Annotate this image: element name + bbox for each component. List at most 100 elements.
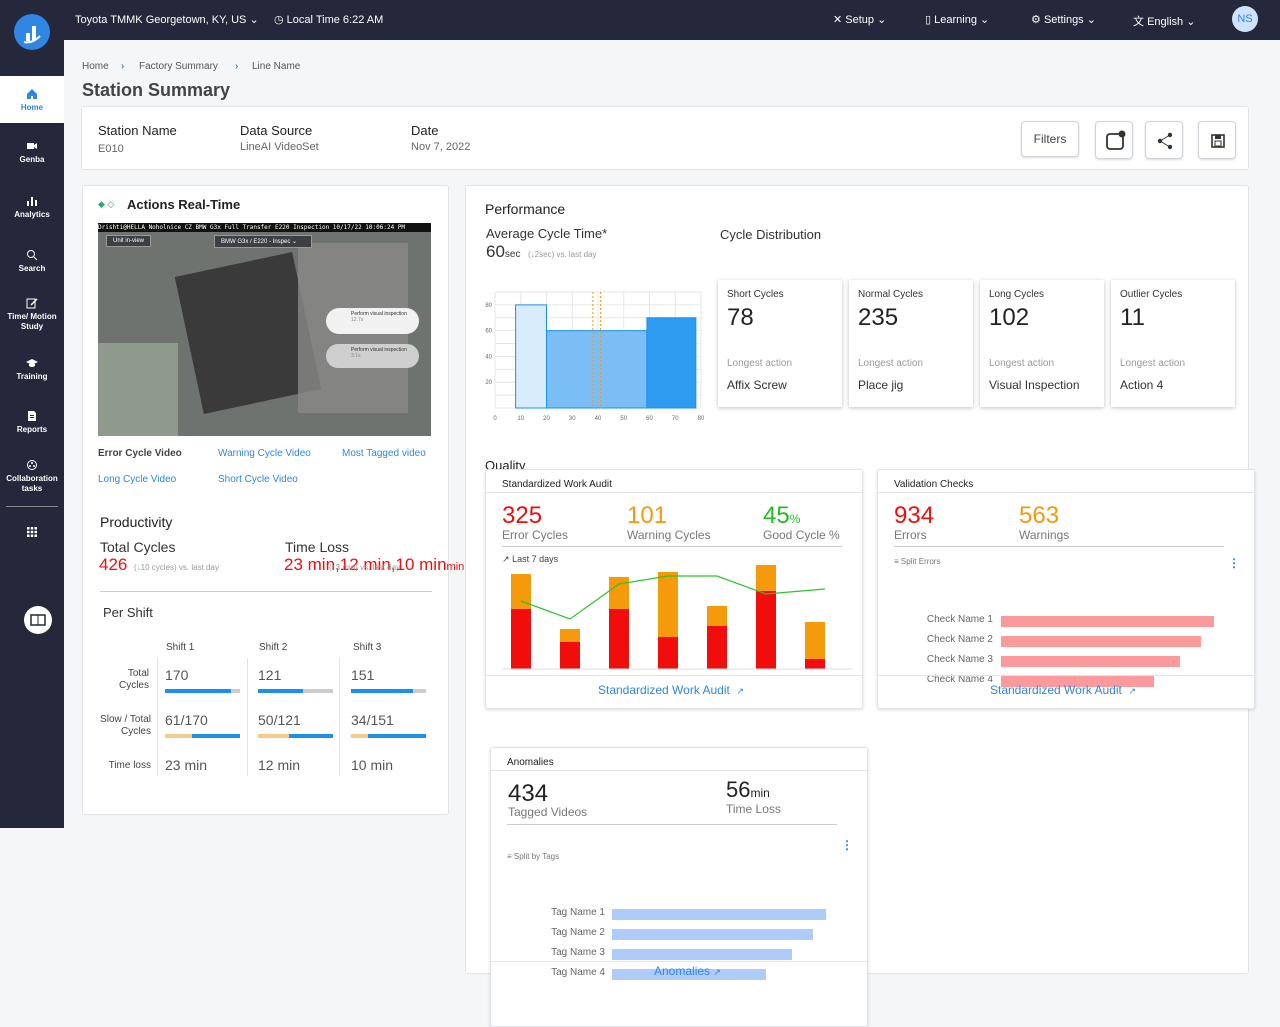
- cycle-card-sub: Longest action: [858, 358, 924, 369]
- sidebar-divider: [6, 506, 58, 507]
- shift-3-label: Shift 3: [353, 642, 382, 653]
- more-options-icon[interactable]: ⋮: [1228, 556, 1240, 570]
- realtime-video[interactable]: Drishti@HELLA Noholnice CZ BMW G3x Full …: [98, 223, 431, 436]
- cycle-card-action: Affix Screw: [727, 378, 787, 392]
- shift-slow-bar-track: [258, 734, 333, 738]
- check-name-label: Check Name 3: [926, 654, 993, 665]
- breadcrumb-home[interactable]: Home: [82, 61, 109, 72]
- shift-2-label: Shift 2: [259, 642, 288, 653]
- shift-slow-value: 50/121: [258, 712, 301, 728]
- station-name-value: E010: [98, 143, 124, 155]
- sidebar-item-collaboration[interactable]: Collaboration tasks: [0, 459, 64, 494]
- x-tick-label: 10: [517, 416, 524, 422]
- cycle-card-0[interactable]: Short Cycles 78 Longest action Affix Screw: [718, 280, 842, 407]
- sidebar-item-label: Genba: [19, 155, 45, 164]
- bar-chart-icon: [27, 197, 37, 206]
- sidebar-item-label: Collaboration tasks: [6, 474, 58, 493]
- date-label: Date: [411, 123, 439, 138]
- shift-total-value: 121: [258, 667, 282, 683]
- learning-menu[interactable]: ▯ Learning ⌄: [925, 14, 990, 26]
- performance-title: Performance: [485, 201, 566, 217]
- cycle-card-sub: Longest action: [727, 358, 793, 369]
- sidebar-item-analytics[interactable]: Analytics: [0, 195, 64, 220]
- sidebar-item-search[interactable]: Search: [0, 249, 64, 274]
- sidebar-item-label: Home: [20, 103, 44, 112]
- language-menu[interactable]: 文 English ⌄: [1133, 16, 1196, 28]
- sidebar-item-genba[interactable]: Genba: [0, 140, 64, 165]
- avg-cycle-time-delta: (↓2sec) vs. last day: [528, 250, 597, 259]
- tag-bar: [612, 929, 814, 940]
- book-icon: [30, 614, 46, 626]
- most-tagged-video-link[interactable]: Most Tagged video: [342, 448, 426, 459]
- tagged-videos-value: 434: [508, 780, 549, 807]
- filters-button[interactable]: Filters: [1021, 121, 1079, 157]
- avatar[interactable]: NS: [1232, 6, 1258, 32]
- anomalies-title: Anomalies: [507, 757, 554, 768]
- cycle-card-value: 102: [989, 304, 1030, 331]
- check-bar: [1001, 616, 1214, 627]
- app-logo[interactable]: [14, 14, 50, 50]
- unit-tag: Unit in-view: [106, 235, 152, 247]
- sidebar-item-reports[interactable]: Reports: [0, 410, 64, 435]
- cycle-card-label: Short Cycles: [727, 289, 784, 300]
- error-bar: [609, 609, 629, 669]
- tag-bar: [612, 969, 767, 980]
- cycle-card-3[interactable]: Outlier Cycles 11 Longest action Action 4: [1111, 280, 1235, 407]
- short-cycle-video-link[interactable]: Short Cycle Video: [218, 474, 298, 485]
- graduation-icon: [26, 359, 38, 367]
- x-tick-label: 0: [493, 416, 497, 422]
- tagged-videos-label: Tagged Videos: [508, 805, 588, 819]
- cycle-histogram: 0 10 20 30 40 50 60 70 80 80 60 40 20: [485, 291, 705, 422]
- shift-slow-bar-track: [351, 734, 426, 738]
- shift-slow-bar: [258, 734, 289, 738]
- check-bar: [1001, 656, 1180, 667]
- breadcrumb-line-name[interactable]: Line Name: [252, 61, 301, 72]
- apps-grid-button[interactable]: [0, 526, 64, 541]
- y-tick-label: 40: [485, 354, 492, 360]
- cycle-card-action: Visual Inspection: [989, 378, 1080, 392]
- sidebar-item-training[interactable]: Training: [0, 357, 64, 382]
- shift-total-value: 170: [165, 667, 189, 683]
- long-cycle-video-link[interactable]: Long Cycle Video: [98, 474, 177, 485]
- x-tick-label: 50: [620, 416, 627, 422]
- local-time: ◷ Local Time 6:22 AM: [274, 14, 384, 26]
- x-tick-label: 20: [543, 416, 550, 422]
- settings-menu[interactable]: ⚙ Settings ⌄: [1031, 14, 1096, 26]
- search-icon: [27, 250, 38, 261]
- good-cycle-value: 45%: [763, 502, 801, 529]
- video-floor-shape: [98, 343, 178, 436]
- setup-menu[interactable]: ✕ Setup ⌄: [833, 14, 887, 26]
- validation-link[interactable]: Standardized Work Audit ↗: [990, 683, 1137, 697]
- station-tag[interactable]: BMW G3x / E220 - Inspec ⌄: [214, 235, 312, 248]
- time-loss-label: Time Loss: [285, 539, 350, 555]
- chevron-right-icon: ›: [235, 61, 239, 72]
- location-selector[interactable]: Toyota TMMK Georgetown, KY, US ⌄: [75, 13, 259, 26]
- shift-time-loss-value: 12 min: [258, 757, 301, 773]
- warning-cycle-video-link[interactable]: Warning Cycle Video: [218, 448, 311, 459]
- sidebar-item-home[interactable]: Home: [0, 76, 64, 123]
- tag-bar: [612, 949, 792, 960]
- anomalies-link[interactable]: Anomalies ↗: [654, 964, 721, 978]
- save-button[interactable]: [1198, 121, 1236, 159]
- good-cycle-label: Good Cycle %: [763, 528, 840, 542]
- chevron-right-icon: ›: [121, 61, 125, 72]
- share-button[interactable]: [1145, 121, 1183, 159]
- error-bar: [560, 642, 580, 669]
- notify-button[interactable]: [1095, 121, 1133, 159]
- swa-link[interactable]: Standardized Work Audit ↗: [598, 683, 745, 697]
- y-tick-label: 80: [485, 303, 492, 309]
- cycle-card-1[interactable]: Normal Cycles 235 Longest action Place jig: [849, 280, 973, 407]
- check-name-label: Check Name 4: [926, 674, 993, 685]
- time-loss-anomaly-value: 56min: [726, 777, 770, 802]
- more-options-icon[interactable]: ⋮: [841, 838, 853, 852]
- shift-time-loss-value: 23 min: [165, 757, 208, 773]
- breadcrumb-factory-summary[interactable]: Factory Summary: [139, 61, 218, 72]
- x-tick-label: 80: [698, 416, 705, 422]
- sidebar-item-time-motion-study[interactable]: Time/ Motion Study: [0, 297, 64, 332]
- data-source-value: LineAI VideoSet: [240, 141, 319, 153]
- errors-value: 934: [894, 502, 935, 529]
- error-cycle-video-link[interactable]: Error Cycle Video: [98, 448, 182, 459]
- histogram-bar: [546, 330, 648, 409]
- help-button[interactable]: [24, 606, 52, 634]
- cycle-card-2[interactable]: Long Cycles 102 Longest action Visual Inspe…: [980, 280, 1104, 407]
